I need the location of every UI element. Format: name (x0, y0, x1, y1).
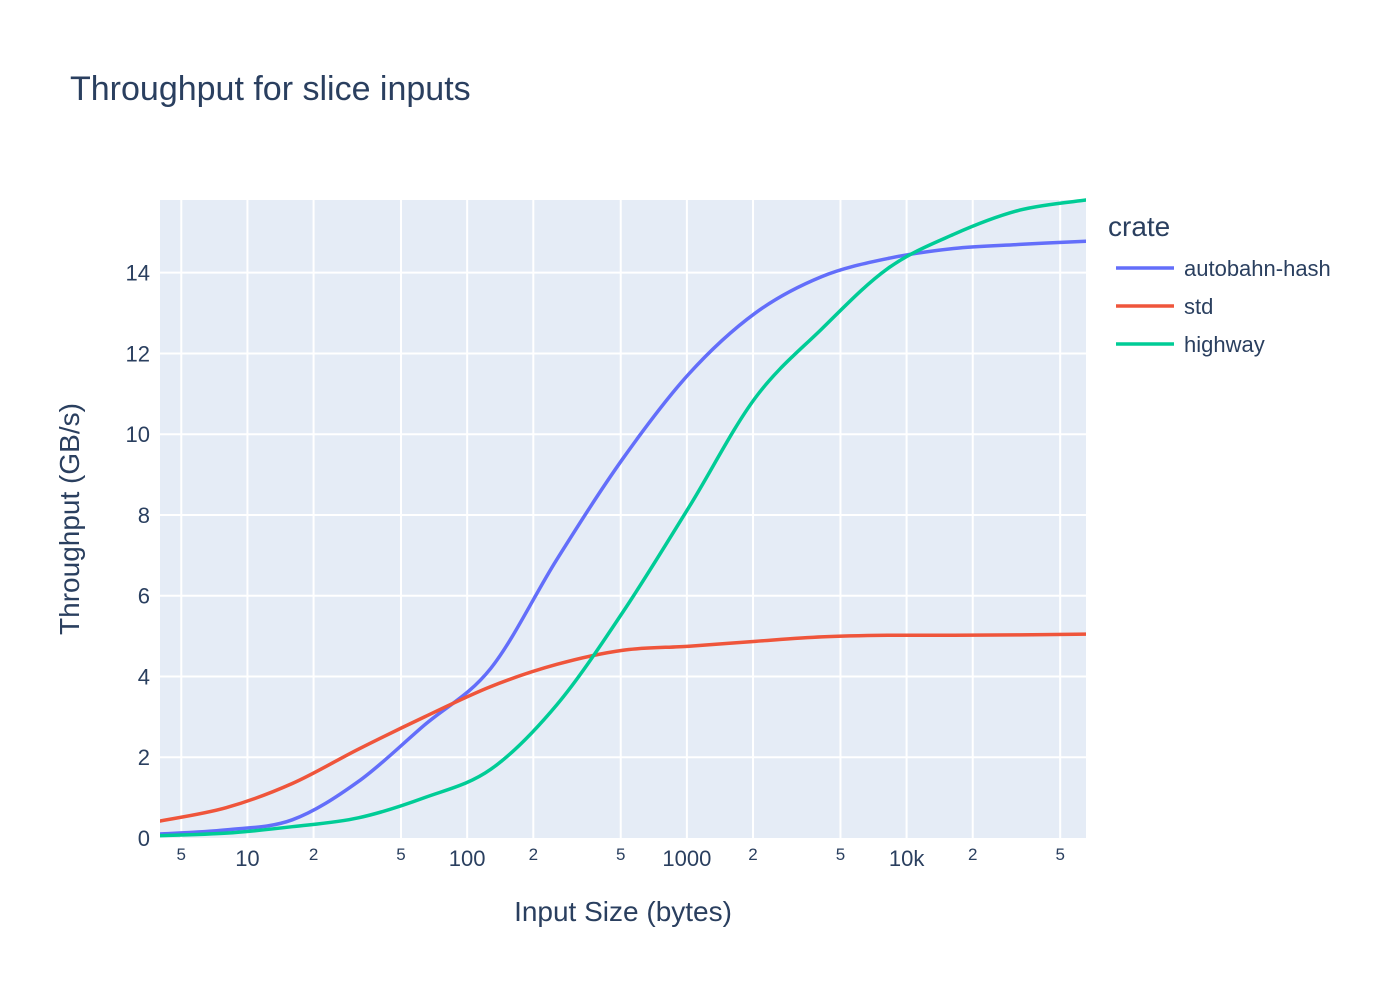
grid-lines (160, 200, 1086, 838)
x-tick-label: 1000 (662, 846, 711, 871)
x-tick-label: 5 (177, 845, 186, 864)
legend-title: crate (1108, 211, 1170, 242)
y-tick-label: 12 (126, 341, 150, 366)
legend-label: highway (1184, 332, 1265, 357)
legend-items: autobahn-hash std highway (1116, 256, 1331, 357)
legend-label: autobahn-hash (1184, 256, 1331, 281)
x-tick-label: 5 (396, 845, 405, 864)
y-axis-title: Throughput (GB/s) (54, 403, 85, 635)
legend-label: std (1184, 294, 1213, 319)
x-tick-label: 2 (309, 845, 318, 864)
y-tick-label: 8 (138, 503, 150, 528)
x-tick-label: 5 (836, 845, 845, 864)
x-tick-label: 10k (889, 846, 925, 871)
legend: crate autobahn-hash std highway (1108, 211, 1331, 357)
series-lines (160, 198, 1086, 838)
chart-title: Throughput for slice inputs (70, 70, 471, 108)
y-tick-label: 0 (138, 826, 150, 851)
y-tick-label: 14 (126, 261, 150, 286)
y-tick-label: 4 (138, 664, 150, 689)
x-axis-ticks: 5 10 2 5 100 2 5 1000 2 5 10k 2 5 (177, 845, 1065, 871)
y-axis-ticks: 0 2 4 6 8 10 12 14 (126, 261, 150, 851)
x-tick-label: 2 (968, 845, 977, 864)
series-line-highway (160, 198, 1086, 838)
y-tick-label: 6 (138, 584, 150, 609)
series-line-autobahn-hash (160, 239, 1086, 836)
x-tick-label: 10 (235, 846, 259, 871)
x-tick-label: 5 (1055, 845, 1064, 864)
series-line-std (160, 632, 1086, 823)
x-tick-label: 2 (748, 845, 757, 864)
x-tick-label: 2 (529, 845, 538, 864)
y-tick-label: 2 (138, 745, 150, 770)
x-tick-label: 5 (616, 845, 625, 864)
y-tick-label: 10 (126, 422, 150, 447)
x-tick-label: 100 (449, 846, 486, 871)
x-axis-title: Input Size (bytes) (514, 896, 732, 927)
plot-area-background (160, 200, 1086, 838)
